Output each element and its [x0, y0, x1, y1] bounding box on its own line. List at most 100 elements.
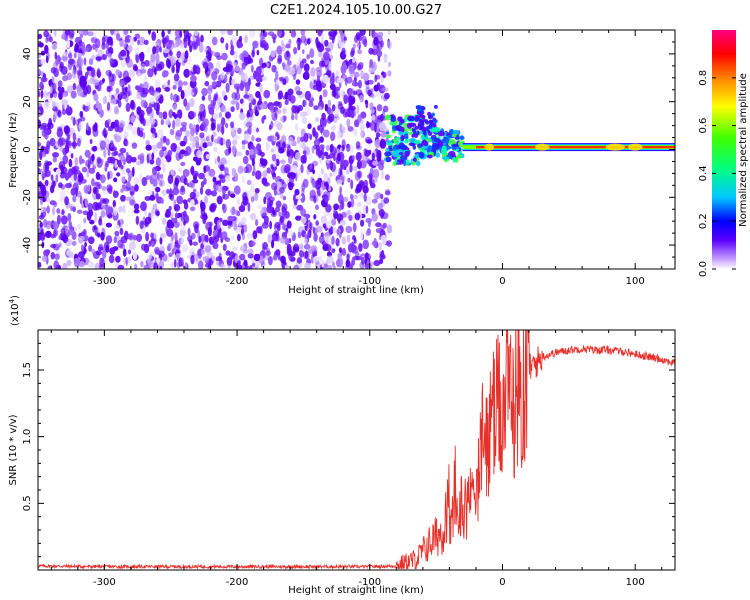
heatmap-cell [187, 91, 195, 97]
heatmap-cell [355, 151, 362, 162]
heatmap-cell [361, 35, 367, 45]
heatmap-cell [225, 250, 231, 256]
heatmap-cell [281, 62, 286, 67]
heatmap-cell [308, 101, 314, 108]
heatmap-cell [216, 55, 222, 61]
heatmap-cell [293, 47, 298, 55]
heatmap-cell [356, 201, 362, 207]
heatmap-cell [139, 83, 144, 93]
heatmap-cell [361, 257, 365, 265]
heatmap-cell [167, 59, 171, 69]
heatmap-cell [304, 238, 308, 244]
heatmap-cell [101, 54, 107, 61]
heatmap-cell [240, 216, 247, 226]
heatmap-cell [169, 194, 175, 201]
heatmap-cell [387, 140, 392, 144]
heatmap-cell [126, 140, 129, 147]
heatmap-cell [397, 116, 402, 122]
heatmap-cell [346, 253, 350, 261]
heatmap-cell [45, 230, 52, 238]
heatmap-cell [108, 254, 115, 264]
heatmap-cell [169, 128, 175, 136]
heatmap-cell [86, 185, 91, 193]
heatmap-cell [52, 45, 57, 50]
heatmap-cell [357, 49, 363, 55]
heatmap-cell [261, 221, 269, 229]
heatmap-cell [91, 178, 95, 187]
heatmap-cell [283, 219, 287, 225]
heatmap-cell [338, 247, 342, 254]
heatmap-cell [217, 219, 221, 230]
heatmap-cell [119, 40, 124, 47]
heatmap-cell [62, 234, 69, 244]
heatmap-cell [189, 247, 196, 257]
heatmap-cell [459, 135, 465, 140]
heatmap-cell [398, 131, 404, 136]
heatmap-cell [81, 203, 84, 209]
heatmap-cell [72, 140, 77, 150]
heatmap-cell [85, 159, 91, 168]
heatmap-cell [116, 33, 121, 41]
heatmap-cell [256, 49, 260, 56]
heatmap-cell [212, 230, 218, 236]
heatmap-cell [114, 135, 122, 143]
heatmap-cell [170, 92, 173, 101]
heatmap-cell [220, 30, 227, 35]
heatmap-cell [404, 133, 409, 140]
heatmap-cell [117, 239, 124, 249]
heatmap-cell [195, 160, 201, 166]
heatmap-cell [329, 75, 335, 85]
heatmap-cell [422, 127, 427, 132]
heatmap-cell [155, 45, 160, 54]
heatmap-cell [354, 212, 361, 221]
heatmap-cell [283, 115, 287, 122]
heatmap-cell [151, 110, 155, 119]
heatmap-cell [212, 176, 217, 183]
heatmap-cell [175, 243, 181, 248]
heatmap-cell [44, 44, 49, 54]
heatmap-cell [41, 85, 44, 90]
heatmap-cell [320, 232, 324, 237]
heatmap-cell [129, 185, 136, 195]
heatmap-cell [317, 30, 323, 37]
heatmap-cell [333, 266, 337, 269]
carrier-bright-spot [627, 143, 643, 151]
heatmap-cell [68, 251, 75, 258]
heatmap-cell [108, 90, 112, 101]
heatmap-cell [147, 260, 155, 268]
heatmap-cell [441, 156, 450, 160]
heatmap-cell [201, 95, 206, 101]
heatmap-cell [96, 143, 100, 153]
heatmap-cell [347, 126, 354, 132]
heatmap-cell [131, 126, 138, 136]
heatmap-cell [368, 67, 375, 74]
heatmap-cell [303, 99, 308, 107]
heatmap-cell [54, 253, 60, 260]
heatmap-cell [403, 159, 407, 167]
heatmap-cell [192, 178, 199, 184]
heatmap-cell [71, 166, 76, 175]
heatmap-cell [122, 204, 126, 214]
heatmap-cell [106, 85, 112, 93]
heatmap-cell [159, 149, 164, 158]
heatmap-cell [153, 91, 161, 99]
heatmap-cell [304, 69, 310, 78]
heatmap-cell [343, 36, 347, 41]
heatmap-cell [373, 237, 378, 248]
heatmap-cell [204, 234, 209, 244]
heatmap-cell [303, 63, 310, 72]
heatmap-cell [393, 122, 398, 126]
heatmap-cell [40, 76, 48, 83]
heatmap-cell [172, 187, 180, 196]
heatmap-cell [327, 177, 331, 185]
heatmap-cell [128, 36, 135, 47]
heatmap-cell [301, 116, 308, 125]
heatmap-cell [331, 125, 336, 132]
heatmap-cell [118, 120, 126, 128]
heatmap-cell [217, 97, 222, 106]
heatmap-cell [379, 139, 387, 149]
heatmap-cell [262, 242, 268, 250]
heatmap-cell [145, 175, 151, 181]
heatmap-cell [128, 176, 132, 182]
heatmap-cell [271, 64, 277, 73]
